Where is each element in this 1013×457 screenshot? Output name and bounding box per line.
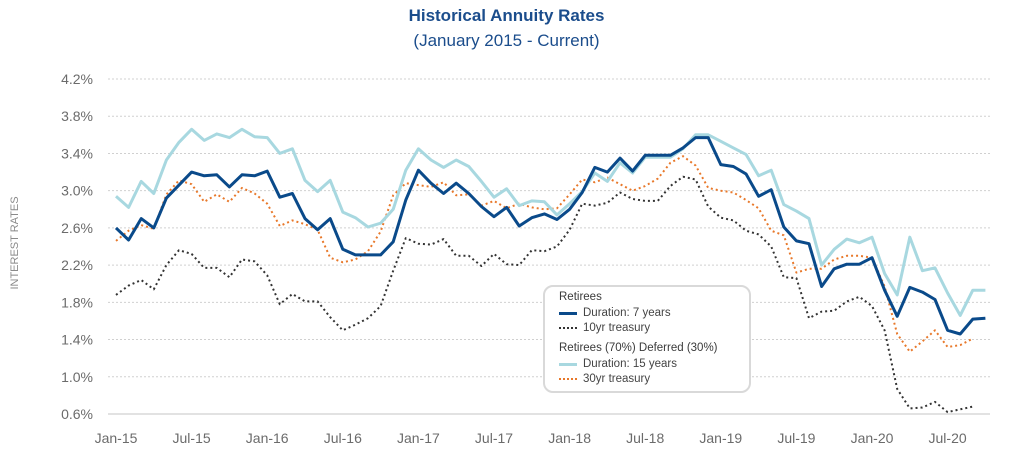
legend-swatch-dotted-line-icon	[559, 327, 577, 329]
legend-item-10yr-treasury: 10yr treasury	[559, 322, 650, 334]
chart-subtitle: (January 2015 - Current)	[413, 31, 600, 50]
x-tick-label: Jul-17	[475, 430, 513, 446]
chart-title: Historical Annuity Rates	[408, 6, 605, 25]
series-line-duration-15-years	[115, 127, 986, 317]
legend-heading-retirees-deferred: Retirees (70%) Deferred (30%)	[559, 342, 718, 354]
x-tick-label: Jan-18	[548, 430, 591, 446]
y-tick-label: 3.0%	[61, 183, 93, 199]
series-line-10yr-treasury	[115, 175, 974, 414]
legend-item-30yr-treasury: 30yr treasury	[559, 373, 650, 385]
x-tick-label: Jul-16	[324, 430, 362, 446]
x-tick-label: Jan-17	[397, 430, 440, 446]
x-tick-label: Jan-20	[851, 430, 894, 446]
legend-item-duration-7: Duration: 7 years	[559, 307, 671, 319]
series-line-30yr-treasury	[115, 155, 974, 353]
legend: Retirees Duration: 7 years 10yr treasury…	[543, 285, 751, 393]
x-tick-label: Jul-15	[173, 430, 211, 446]
y-tick-label: 2.2%	[61, 257, 93, 273]
y-tick-label: 3.4%	[61, 145, 93, 161]
x-tick-label: Jul-20	[929, 430, 967, 446]
x-tick-label: Jul-18	[626, 430, 664, 446]
y-tick-label: 1.8%	[61, 294, 93, 310]
x-axis-ticks: Jan-15 Jul-15 Jan-16 Jul-16 Jan-17 Jul-17 Jan-…	[95, 430, 967, 446]
series-line-duration-7-years	[114, 136, 986, 336]
y-tick-label: 2.6%	[61, 220, 93, 236]
legend-label: Duration: 7 years	[583, 307, 671, 319]
legend-label: 10yr treasury	[583, 322, 651, 334]
y-axis-label: INTEREST RATES	[9, 196, 21, 289]
legend-heading-retirees: Retirees	[559, 291, 602, 303]
legend-swatch-dotted-line-icon	[559, 378, 577, 380]
y-tick-label: 3.8%	[61, 108, 93, 124]
y-tick-label: 0.6%	[61, 406, 93, 422]
x-tick-label: Jan-16	[246, 430, 289, 446]
series-lines	[114, 127, 986, 414]
x-tick-label: Jan-19	[699, 430, 742, 446]
y-tick-label: 1.4%	[61, 332, 93, 348]
x-tick-label: Jan-15	[95, 430, 138, 446]
y-axis-ticks: 4.2% 3.8% 3.4% 3.0% 2.6% 2.2% 1.8% 1.4% 1.0% 0.6%	[61, 71, 93, 422]
y-tick-label: 4.2%	[61, 71, 93, 87]
legend-label: Duration: 15 years	[583, 358, 677, 370]
x-tick-label: Jul-19	[777, 430, 815, 446]
legend-swatch-solid-line-icon	[559, 311, 577, 315]
y-tick-label: 1.0%	[61, 369, 93, 385]
legend-swatch-solid-line-icon	[559, 362, 577, 366]
legend-item-duration-15: Duration: 15 years	[559, 358, 677, 370]
legend-label: 30yr treasury	[583, 373, 651, 385]
